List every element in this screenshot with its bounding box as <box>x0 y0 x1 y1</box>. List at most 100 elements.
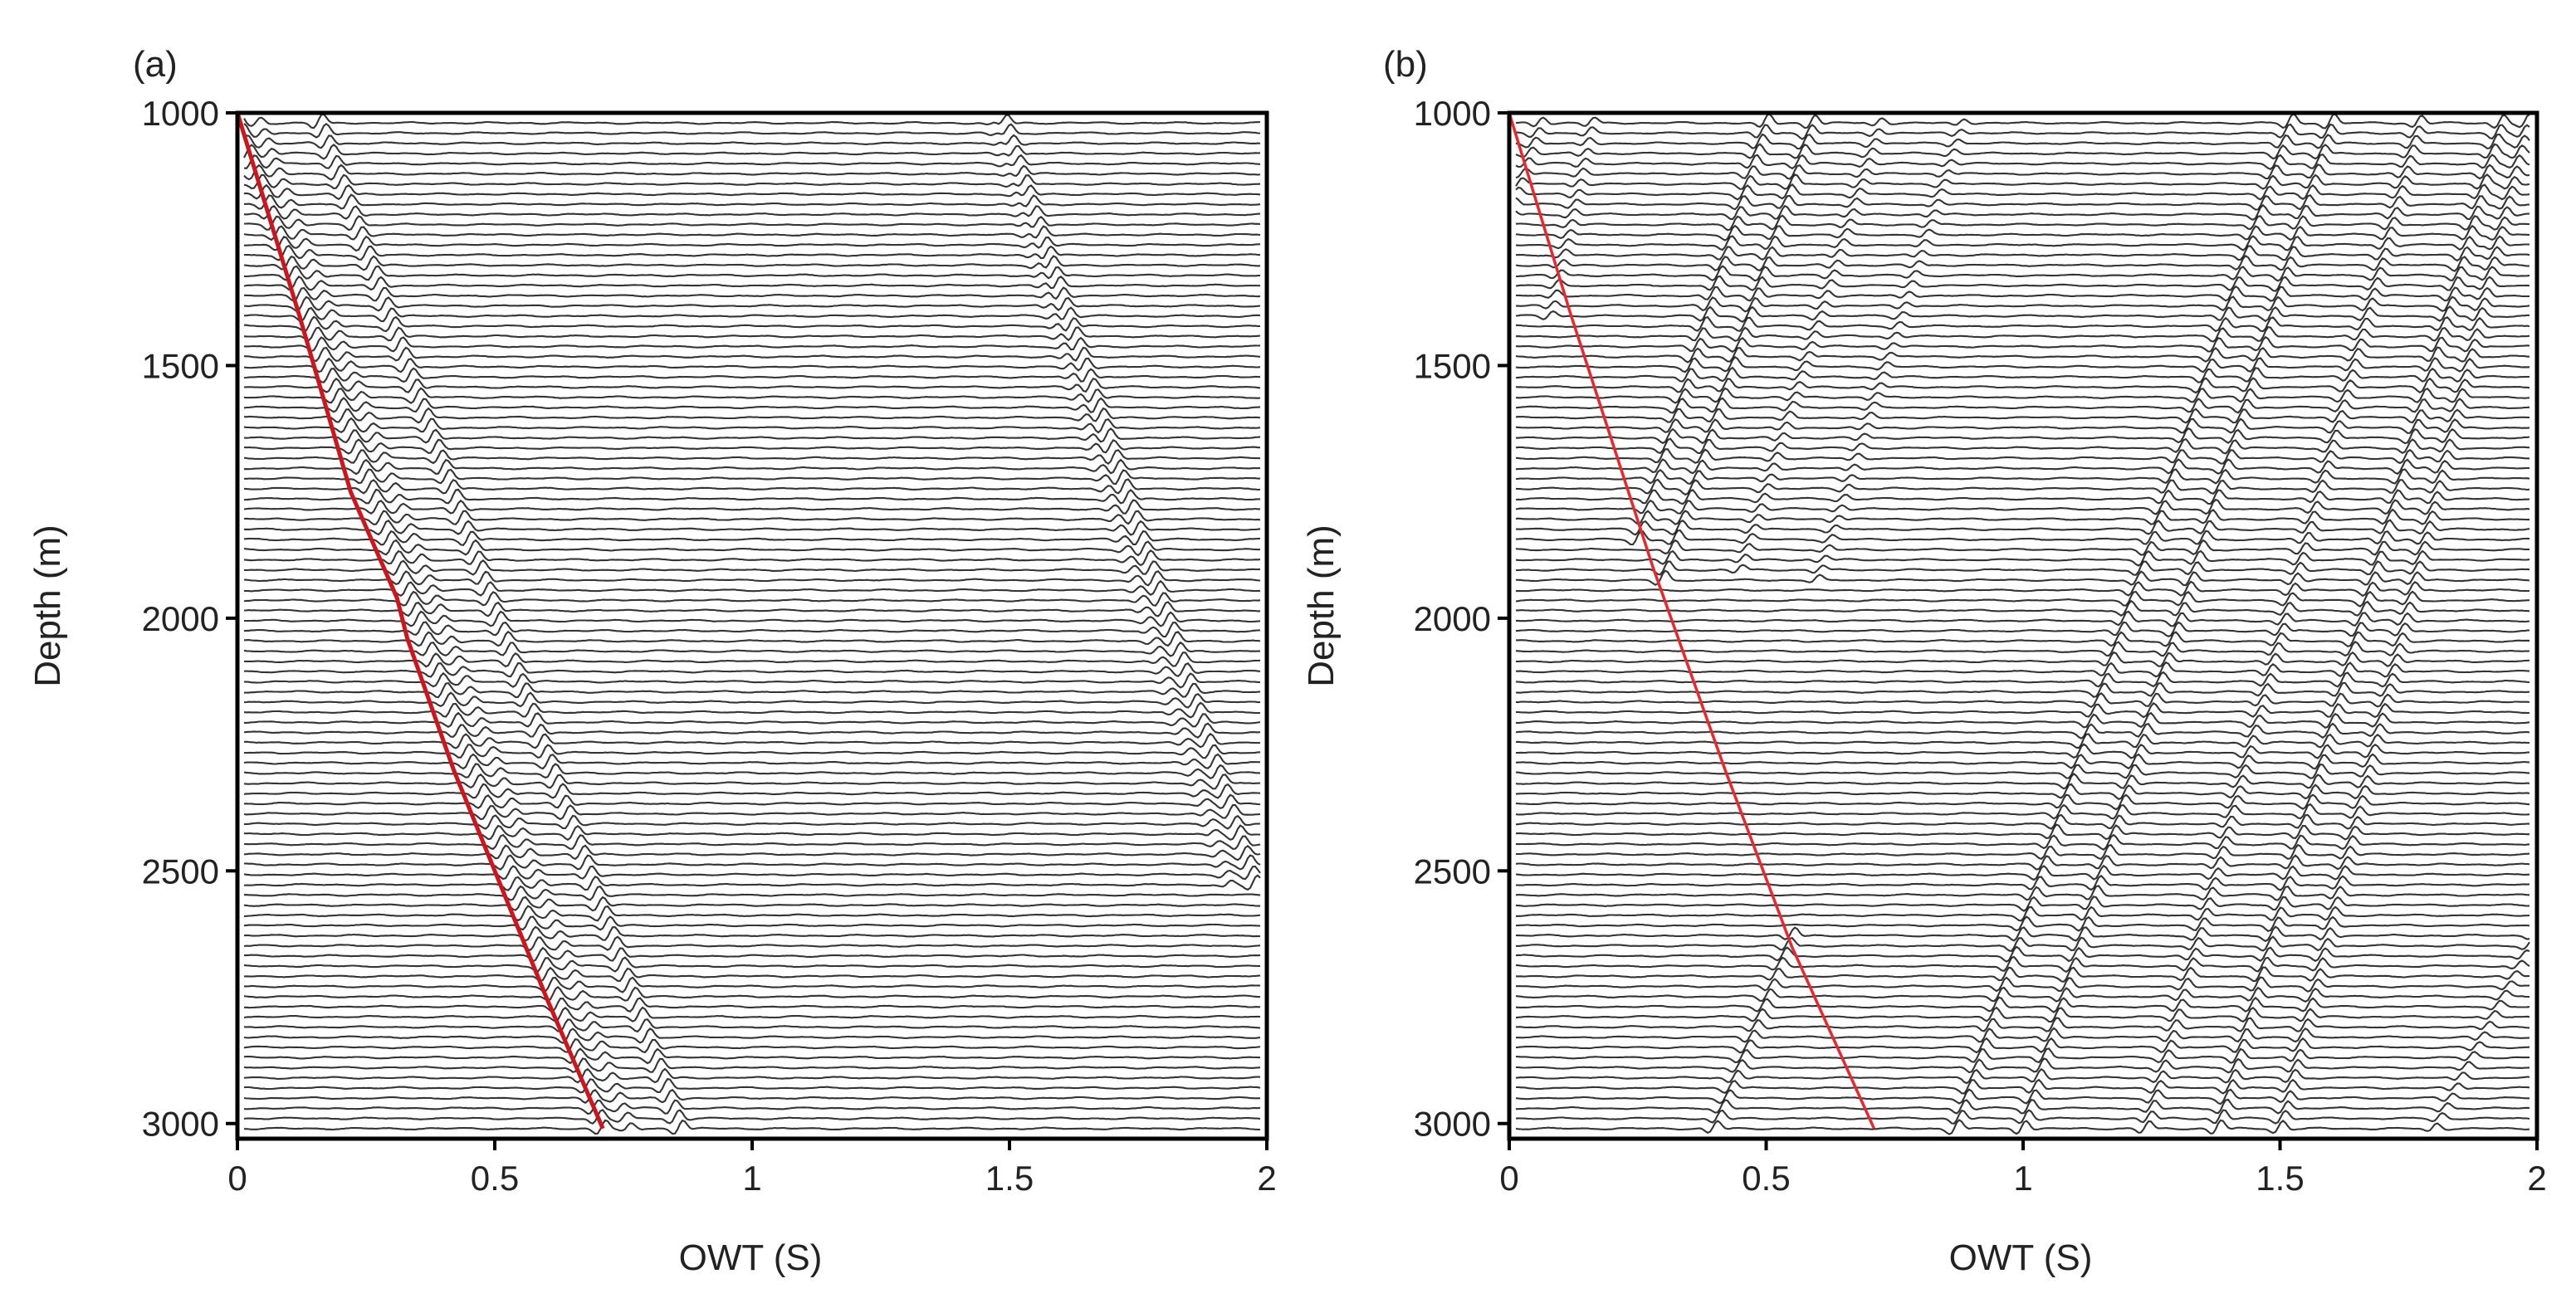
y-tick-label: 2000 <box>1414 599 1491 638</box>
seismic-trace <box>243 407 1261 424</box>
seismic-trace <box>1515 123 2530 140</box>
seismic-trace <box>243 1047 1261 1065</box>
seismic-trace <box>1516 1027 2530 1043</box>
seismic-trace <box>1515 346 2530 364</box>
seismic-trace <box>1515 530 2530 546</box>
seismic-trace <box>1515 549 2530 567</box>
seismic-trace <box>244 235 1260 252</box>
seismic-trace <box>243 1109 1261 1125</box>
seismic-trace <box>1515 691 2530 709</box>
seismic-trace <box>1516 1078 2530 1095</box>
seismic-trace <box>243 154 1261 169</box>
first-break-pick-line <box>235 112 605 1130</box>
seismic-trace <box>243 1027 1261 1044</box>
seismic-trace <box>243 387 1261 404</box>
seismic-trace <box>244 315 1260 333</box>
seismic-trace <box>243 701 1261 719</box>
seismic-trace <box>243 1006 1261 1022</box>
seismic-trace <box>243 255 1261 271</box>
seismic-trace <box>243 722 1261 739</box>
seismic-trace <box>1515 763 2530 779</box>
panel-a-y-axis-label: Depth (m) <box>27 525 68 687</box>
seismic-trace <box>1515 823 2530 841</box>
seismic-trace <box>243 763 1261 779</box>
seismic-trace <box>243 530 1261 546</box>
seismic-trace <box>243 579 1260 598</box>
seismic-trace <box>243 630 1261 647</box>
seismic-trace <box>1515 743 2530 759</box>
seismic-trace <box>243 844 1261 861</box>
seismic-trace <box>244 559 1261 576</box>
seismic-trace <box>243 601 1261 617</box>
seismic-trace <box>1516 631 2530 647</box>
seismic-trace <box>1515 711 2530 729</box>
seismic-trace <box>1515 753 2530 770</box>
seismic-trace <box>1515 945 2530 963</box>
seismic-trace <box>1515 590 2530 608</box>
seismic-trace <box>244 652 1261 668</box>
seismic-trace <box>243 896 1260 912</box>
seismic-trace <box>243 438 1260 455</box>
seismic-trace <box>243 732 1261 749</box>
seismic-trace <box>243 204 1261 220</box>
seismic-trace <box>1516 113 2530 129</box>
seismic-trace <box>1515 498 2530 515</box>
x-tick-label: 1 <box>2013 1159 2032 1198</box>
seismic-trace <box>1515 275 2530 292</box>
seismic-trace <box>1515 1067 2530 1085</box>
seismic-trace <box>243 985 1260 1003</box>
seismic-trace <box>1515 427 2530 445</box>
seismic-trace <box>243 458 1261 476</box>
seismic-trace <box>243 956 1261 973</box>
seismic-trace <box>244 1119 1261 1135</box>
first-break-pick-line <box>1508 112 1876 1130</box>
seismic-trace <box>1515 560 2530 576</box>
seismic-trace <box>243 417 1261 434</box>
seismic-trace <box>1515 833 2530 851</box>
seismic-trace <box>243 854 1261 871</box>
seismic-trace <box>1515 173 2530 190</box>
seismic-trace <box>243 549 1261 567</box>
seismic-trace <box>1515 355 2530 373</box>
seismic-trace <box>244 976 1261 993</box>
seismic-trace <box>1516 1098 2530 1115</box>
seismic-trace <box>1515 488 2530 505</box>
y-tick-label: 2500 <box>142 852 219 891</box>
seismic-trace <box>1515 305 2530 324</box>
seismic-trace <box>243 1018 1261 1033</box>
seismic-trace <box>1515 203 2530 221</box>
seismic-trace <box>243 793 1261 810</box>
seismic-trace <box>1515 408 2530 424</box>
seismic-trace <box>1515 905 2530 922</box>
seismic-trace <box>1516 915 2530 932</box>
seismic-trace <box>243 113 1261 129</box>
y-tick-label: 3000 <box>1414 1105 1491 1144</box>
seismic-trace <box>243 662 1261 678</box>
seismic-trace <box>243 915 1261 931</box>
panel-b-first-break-pick <box>1508 112 1876 1130</box>
seismic-trace <box>243 367 1261 383</box>
x-tick-label: 0 <box>1499 1159 1518 1198</box>
seismic-trace <box>243 671 1260 689</box>
seismic-trace <box>243 134 1261 149</box>
seismic-trace <box>1515 854 2530 871</box>
seismic-trace <box>1515 417 2530 434</box>
seismic-trace <box>1515 224 2530 242</box>
y-tick-label: 1000 <box>142 94 219 133</box>
seismic-trace <box>243 286 1261 302</box>
y-tick-label: 1500 <box>1414 346 1491 385</box>
seismic-trace <box>1515 651 2530 667</box>
seismic-trace <box>1515 245 2530 262</box>
seismic-trace <box>1516 580 2530 598</box>
seismic-trace <box>243 641 1260 657</box>
seismic-trace <box>243 173 1261 190</box>
x-tick-label: 2 <box>1257 1159 1276 1198</box>
seismic-trace <box>243 326 1261 342</box>
seismic-trace <box>243 814 1261 830</box>
seismic-trace <box>1515 458 2530 476</box>
panel-b-y-axis: 1000 1500 2000 2500 3000 <box>1414 94 1509 1144</box>
seismic-trace <box>243 885 1261 901</box>
seismic-trace <box>243 122 1261 139</box>
x-tick-label: 2 <box>2527 1159 2546 1198</box>
seismic-trace <box>1515 397 2530 414</box>
